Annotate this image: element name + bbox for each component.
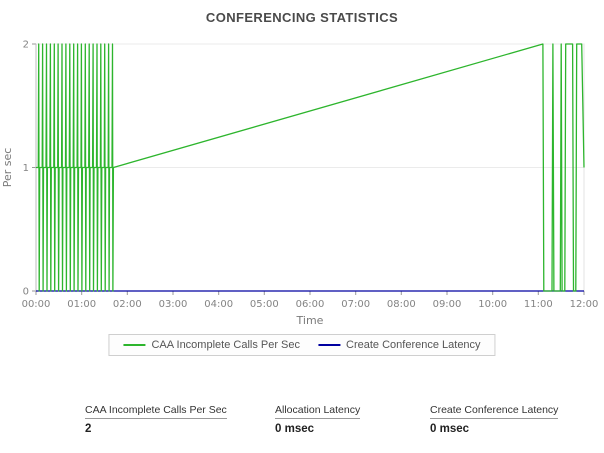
svg-text:Time: Time [296, 314, 324, 325]
svg-text:09:00: 09:00 [433, 299, 462, 310]
chart-canvas: 0 1 2 00:00 01:00 02:00 03:00 04:00 05:00 06:00 07… [1, 40, 599, 326]
stat-value: 2 [85, 423, 92, 435]
svg-text:08:00: 08:00 [387, 299, 416, 310]
svg-text:05:00: 05:00 [250, 299, 279, 310]
chart-legend: CAA Incomplete Calls Per Sec Create Conf… [108, 334, 496, 356]
stat-label: Create Conference Latency [430, 404, 559, 419]
legend-label: CAA Incomplete Calls Per Sec [151, 339, 301, 351]
svg-text:01:00: 01:00 [67, 299, 96, 310]
svg-text:0: 0 [23, 287, 29, 298]
stats-row: CAA Incomplete Calls Per Sec 2 Allocatio… [85, 400, 594, 435]
legend-item-create-conference-latency: Create Conference Latency [318, 339, 481, 351]
page-title: CONFERENCING STATISTICS [205, 10, 399, 25]
svg-text:Per sec: Per sec [1, 148, 14, 188]
svg-text:10:00: 10:00 [478, 299, 507, 310]
svg-text:00:00: 00:00 [22, 299, 51, 310]
stat-label: Allocation Latency [275, 404, 361, 419]
stat-value: 0 msec [275, 423, 315, 435]
legend-item-caa-incomplete-calls: CAA Incomplete Calls Per Sec [123, 339, 300, 351]
svg-text:1: 1 [23, 163, 29, 174]
svg-text:02:00: 02:00 [113, 299, 142, 310]
line-chart: 0 1 2 00:00 01:00 02:00 03:00 04:00 05:00 06:00 07… [0, 30, 604, 326]
svg-text:04:00: 04:00 [204, 299, 233, 310]
stat-allocation-latency: Allocation Latency 0 msec [275, 400, 430, 435]
svg-text:11:00: 11:00 [524, 299, 553, 310]
svg-text:12:00: 12:00 [570, 299, 599, 310]
legend-line-green [123, 344, 146, 346]
stat-caa-incomplete-calls: CAA Incomplete Calls Per Sec 2 [85, 400, 275, 435]
svg-text:06:00: 06:00 [296, 299, 325, 310]
svg-text:03:00: 03:00 [159, 299, 188, 310]
stat-create-conference-latency: Create Conference Latency 0 msec [430, 400, 600, 435]
svg-text:07:00: 07:00 [341, 299, 370, 310]
legend-line-blue [318, 344, 341, 346]
legend-label: Create Conference Latency [346, 339, 481, 351]
svg-text:2: 2 [23, 40, 29, 51]
stat-value: 0 msec [430, 423, 470, 435]
stat-label: CAA Incomplete Calls Per Sec [85, 404, 227, 419]
